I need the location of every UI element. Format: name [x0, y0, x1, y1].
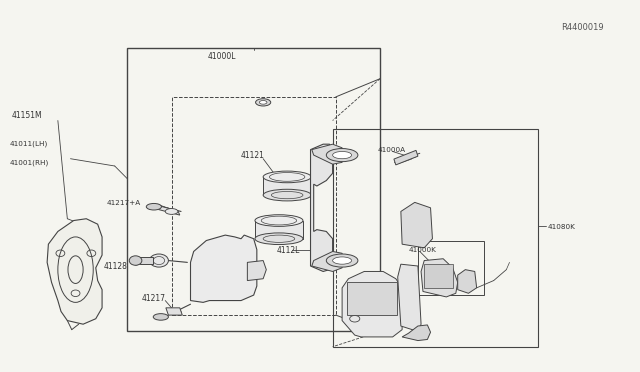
- Text: 41121: 41121: [241, 151, 265, 160]
- Polygon shape: [263, 177, 311, 195]
- Ellipse shape: [263, 171, 311, 183]
- Ellipse shape: [326, 254, 358, 267]
- Text: 41000A: 41000A: [378, 147, 406, 153]
- Polygon shape: [394, 150, 418, 165]
- Polygon shape: [458, 270, 477, 293]
- Text: 41000L: 41000L: [208, 52, 236, 61]
- Polygon shape: [347, 282, 397, 315]
- Bar: [418, 241, 484, 295]
- Polygon shape: [47, 219, 102, 324]
- Polygon shape: [342, 272, 402, 337]
- Ellipse shape: [150, 254, 168, 267]
- Text: 41217: 41217: [142, 294, 166, 302]
- Polygon shape: [191, 235, 257, 302]
- Polygon shape: [310, 144, 333, 272]
- Bar: [333, 129, 538, 347]
- Ellipse shape: [147, 203, 161, 210]
- Text: 41000K: 41000K: [409, 247, 437, 253]
- Ellipse shape: [263, 189, 311, 201]
- Ellipse shape: [255, 215, 303, 227]
- Ellipse shape: [255, 99, 271, 106]
- Ellipse shape: [129, 256, 142, 265]
- Polygon shape: [312, 144, 342, 164]
- Ellipse shape: [333, 151, 351, 159]
- Bar: [228, 265, 240, 273]
- Polygon shape: [157, 205, 180, 215]
- Polygon shape: [421, 259, 458, 297]
- Polygon shape: [402, 325, 431, 340]
- Text: 41080K: 41080K: [547, 224, 575, 230]
- Text: 41151M: 41151M: [12, 110, 42, 119]
- Polygon shape: [140, 257, 152, 264]
- Text: 4112L: 4112L: [277, 246, 300, 255]
- Text: 41217+A: 41217+A: [106, 201, 141, 206]
- Ellipse shape: [255, 233, 303, 244]
- Polygon shape: [401, 202, 433, 248]
- Bar: [127, 48, 380, 331]
- Text: 41011(LH): 41011(LH): [9, 141, 47, 147]
- Ellipse shape: [259, 100, 267, 104]
- Ellipse shape: [333, 257, 351, 264]
- Polygon shape: [424, 264, 452, 288]
- Text: 41128: 41128: [104, 262, 128, 271]
- Polygon shape: [397, 264, 421, 331]
- Bar: [172, 97, 336, 315]
- Ellipse shape: [153, 314, 168, 320]
- Polygon shape: [166, 308, 182, 315]
- Ellipse shape: [165, 209, 178, 214]
- Polygon shape: [255, 221, 303, 239]
- Text: R4400019: R4400019: [562, 23, 604, 32]
- Polygon shape: [247, 260, 266, 280]
- Ellipse shape: [326, 148, 358, 162]
- Polygon shape: [312, 251, 342, 272]
- Text: 41001(RH): 41001(RH): [9, 159, 49, 166]
